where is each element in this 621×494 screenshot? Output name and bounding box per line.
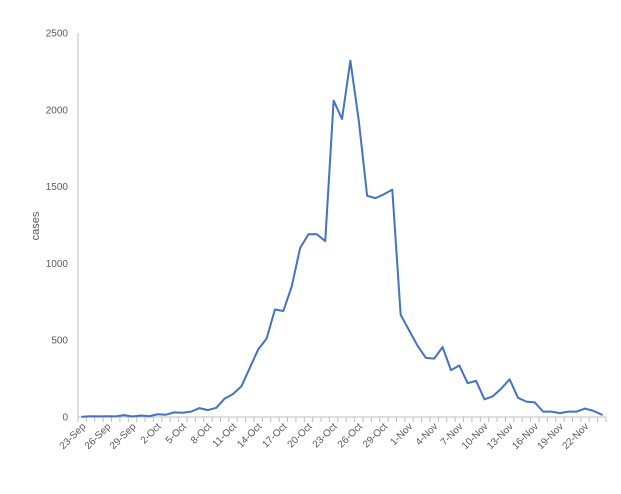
x-tick-label: 13-Nov (485, 421, 516, 452)
x-tick-label: 11-Oct (211, 421, 240, 450)
x-tick-label: 20-Oct (286, 421, 315, 450)
x-tick-label: 26-Sep (83, 421, 114, 452)
x-tick-label: 26-Oct (336, 421, 365, 450)
x-tick-label: 29-Oct (361, 421, 390, 450)
series-line-1 (81, 59, 603, 418)
x-tick-label: 5-Oct (164, 421, 189, 446)
x-tick-label: 19-Nov (535, 421, 566, 452)
x-tick-label: 1-Nov (389, 421, 416, 448)
x-tick-label: 17-Oct (260, 421, 289, 450)
y-tick-label: 2500 (46, 29, 69, 40)
x-tick-label: 4-Nov (414, 421, 441, 448)
series-layer (81, 59, 603, 418)
y-tick-label: 1000 (46, 259, 69, 270)
x-tick-label: 14-Oct (235, 421, 264, 450)
y-axis-ticks: 0 500 1000 1500 2000 2500 (46, 29, 69, 424)
x-tick-label: 22-Nov (561, 421, 592, 452)
y-axis-title: cases (30, 211, 42, 240)
x-tick-label: 2-Oct (139, 421, 164, 446)
y-tick-label: 1500 (46, 182, 69, 193)
axes (77, 33, 606, 418)
x-tick-label: 23-Oct (311, 421, 340, 450)
x-tick-label: 29-Sep (108, 421, 139, 452)
x-tick-label: 16-Nov (510, 421, 541, 452)
y-tick-label: 500 (51, 336, 68, 347)
y-tick-label: 2000 (46, 105, 69, 116)
x-tick-label: 10-Nov (460, 421, 491, 452)
x-tick-label: 23-Sep (58, 421, 89, 452)
y-tick-label: 0 (62, 413, 68, 424)
